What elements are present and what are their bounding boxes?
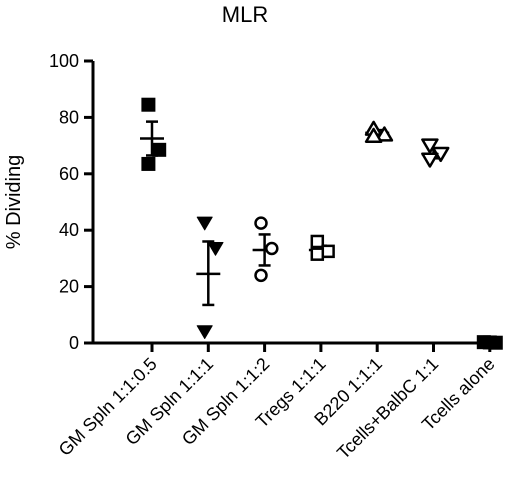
data-point — [421, 138, 439, 154]
data-point — [196, 216, 213, 231]
data-point — [265, 241, 279, 256]
data-point — [310, 247, 325, 261]
x-tick-label: Tcells+BalbC 1:1 — [333, 354, 442, 463]
chart-title: MLR — [222, 2, 268, 27]
data-point — [254, 216, 268, 230]
data-point — [310, 234, 325, 249]
data-point — [152, 142, 167, 157]
data-point — [364, 127, 383, 143]
data-point — [421, 152, 439, 168]
y-tick-label: 0 — [69, 333, 79, 353]
data-point — [141, 97, 156, 112]
data-point — [207, 242, 224, 256]
data-point — [254, 268, 268, 283]
y-axis-label: % Dividing — [3, 155, 25, 249]
data-point — [375, 126, 394, 142]
y-tick-label: 100 — [49, 51, 79, 71]
data-point — [196, 325, 213, 339]
y-tick-label: 20 — [59, 277, 79, 297]
data-point — [141, 156, 156, 171]
y-tick-label: 80 — [59, 107, 79, 127]
y-tick-label: 40 — [59, 220, 79, 240]
x-tick-label: GM Spln 1:1:0.5 — [55, 354, 161, 460]
data-point — [488, 335, 503, 350]
data-marks — [140, 97, 503, 350]
y-tick-label: 60 — [59, 164, 79, 184]
data-point — [321, 244, 335, 259]
